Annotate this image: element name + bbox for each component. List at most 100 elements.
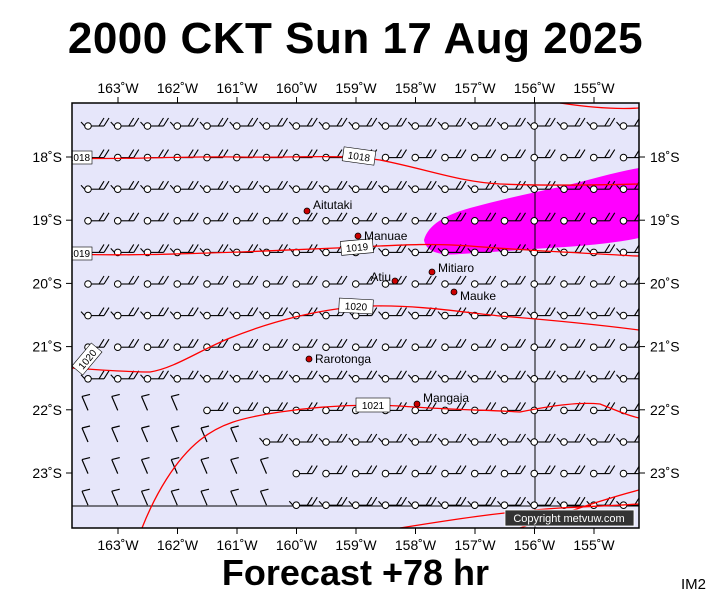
wind-barb — [646, 308, 674, 319]
lon-label-top: 162˚W — [157, 80, 199, 96]
svg-text:1018: 1018 — [347, 150, 371, 164]
lat-label-left: 19˚S — [32, 212, 62, 228]
isobar-top-right — [559, 103, 639, 110]
lat-label-left: 21˚S — [32, 339, 62, 355]
wind-barb — [530, 338, 556, 352]
wind-barb — [437, 433, 467, 446]
wind-barb — [586, 370, 616, 383]
wind-barb — [199, 307, 229, 320]
wind-barb — [646, 118, 674, 129]
wind-barb — [169, 370, 199, 383]
wind-barb — [200, 425, 210, 443]
town-mauke: Mauke — [450, 288, 496, 303]
wind-barb — [619, 149, 639, 162]
wind-barb — [470, 465, 497, 478]
lon-label-bottom: 157˚W — [454, 537, 496, 553]
towns-layer: Aitutaki Manuae Mitiaro Atiu Mauke Rarotonga M… — [303, 198, 496, 408]
wind-barb — [351, 465, 378, 478]
wind-barb — [646, 371, 674, 382]
wind-barb — [411, 275, 437, 288]
wind-barb — [229, 117, 259, 130]
wind-barb — [203, 402, 229, 415]
wind-barb — [589, 338, 616, 352]
wind-barb — [437, 180, 467, 193]
wind-barb — [200, 488, 210, 506]
wind-barb — [500, 212, 526, 225]
wind-barb — [441, 275, 467, 288]
lon-label-bottom: 158˚W — [395, 537, 437, 553]
lon-label-top: 163˚W — [97, 80, 139, 96]
wind-barb — [230, 488, 239, 506]
wind-barb — [81, 488, 91, 506]
lon-label-bottom: 156˚W — [514, 537, 556, 553]
wind-barb — [140, 488, 150, 506]
town-label: Mangaia — [423, 391, 469, 405]
wind-barb — [500, 149, 526, 162]
wind-barb — [143, 275, 169, 288]
wind-barb — [81, 393, 91, 411]
wind-barb — [467, 180, 497, 193]
town-marker — [413, 400, 421, 408]
lat-label-right: 19˚S — [650, 212, 680, 228]
svg-text:1019: 1019 — [346, 242, 370, 255]
wind-barb — [526, 307, 556, 320]
wind-barb — [467, 496, 497, 510]
town-marker — [305, 355, 313, 363]
lon-label-top: 158˚W — [395, 80, 437, 96]
wind-barb — [378, 307, 407, 320]
wind-barbs — [80, 117, 674, 510]
wind-barb — [497, 370, 526, 383]
wind-barb — [351, 338, 378, 352]
wind-barb — [143, 212, 169, 225]
wind-barb — [292, 212, 318, 225]
lat-label-left: 22˚S — [32, 402, 62, 418]
wind-barb — [170, 393, 180, 411]
wind-barb — [586, 433, 616, 446]
wind-barb — [322, 212, 348, 225]
wind-barb — [110, 117, 140, 130]
wind-barb — [411, 149, 437, 162]
wind-barb — [140, 393, 150, 411]
wind-barb — [619, 338, 639, 352]
isobar-label-1019-left: 1019 — [72, 246, 93, 261]
wind-barb — [437, 244, 467, 257]
wind-barb — [322, 338, 348, 352]
town-marker — [428, 268, 436, 276]
wind-barb — [292, 465, 318, 478]
lon-label-bottom: 159˚W — [335, 537, 377, 553]
wind-barb — [441, 465, 467, 478]
wind-barb — [407, 117, 437, 130]
wind-barb — [348, 433, 378, 446]
wind-barb — [110, 180, 140, 193]
wind-barb — [229, 307, 259, 320]
wind-barb — [259, 433, 288, 446]
wind-barb — [378, 496, 407, 510]
wind-barb — [230, 425, 239, 443]
wind-barb — [143, 338, 169, 352]
wind-barb — [259, 307, 288, 320]
wind-barb — [526, 433, 556, 446]
wind-barb — [381, 149, 407, 162]
wind-barb — [113, 212, 140, 225]
wind-barb — [530, 465, 556, 478]
wind-barb — [616, 307, 639, 320]
wind-barb — [470, 149, 497, 162]
wind-barb — [407, 307, 437, 320]
wind-barb — [437, 496, 467, 510]
wind-barb — [140, 117, 169, 130]
wind-barb — [259, 370, 288, 383]
wind-barb — [169, 180, 199, 193]
wind-barb — [411, 465, 437, 478]
wind-barb — [110, 307, 140, 320]
wind-barb — [351, 275, 378, 288]
wind-barb — [589, 212, 616, 225]
lon-label-top: 161˚W — [216, 80, 258, 96]
wind-barb — [381, 465, 407, 478]
wind-barb — [80, 117, 110, 130]
wind-barb — [530, 212, 556, 225]
wind-barb — [84, 212, 110, 225]
lat-label-right: 21˚S — [650, 339, 680, 355]
wind-barb — [259, 117, 288, 130]
town-mangaia: Mangaia — [413, 391, 469, 408]
